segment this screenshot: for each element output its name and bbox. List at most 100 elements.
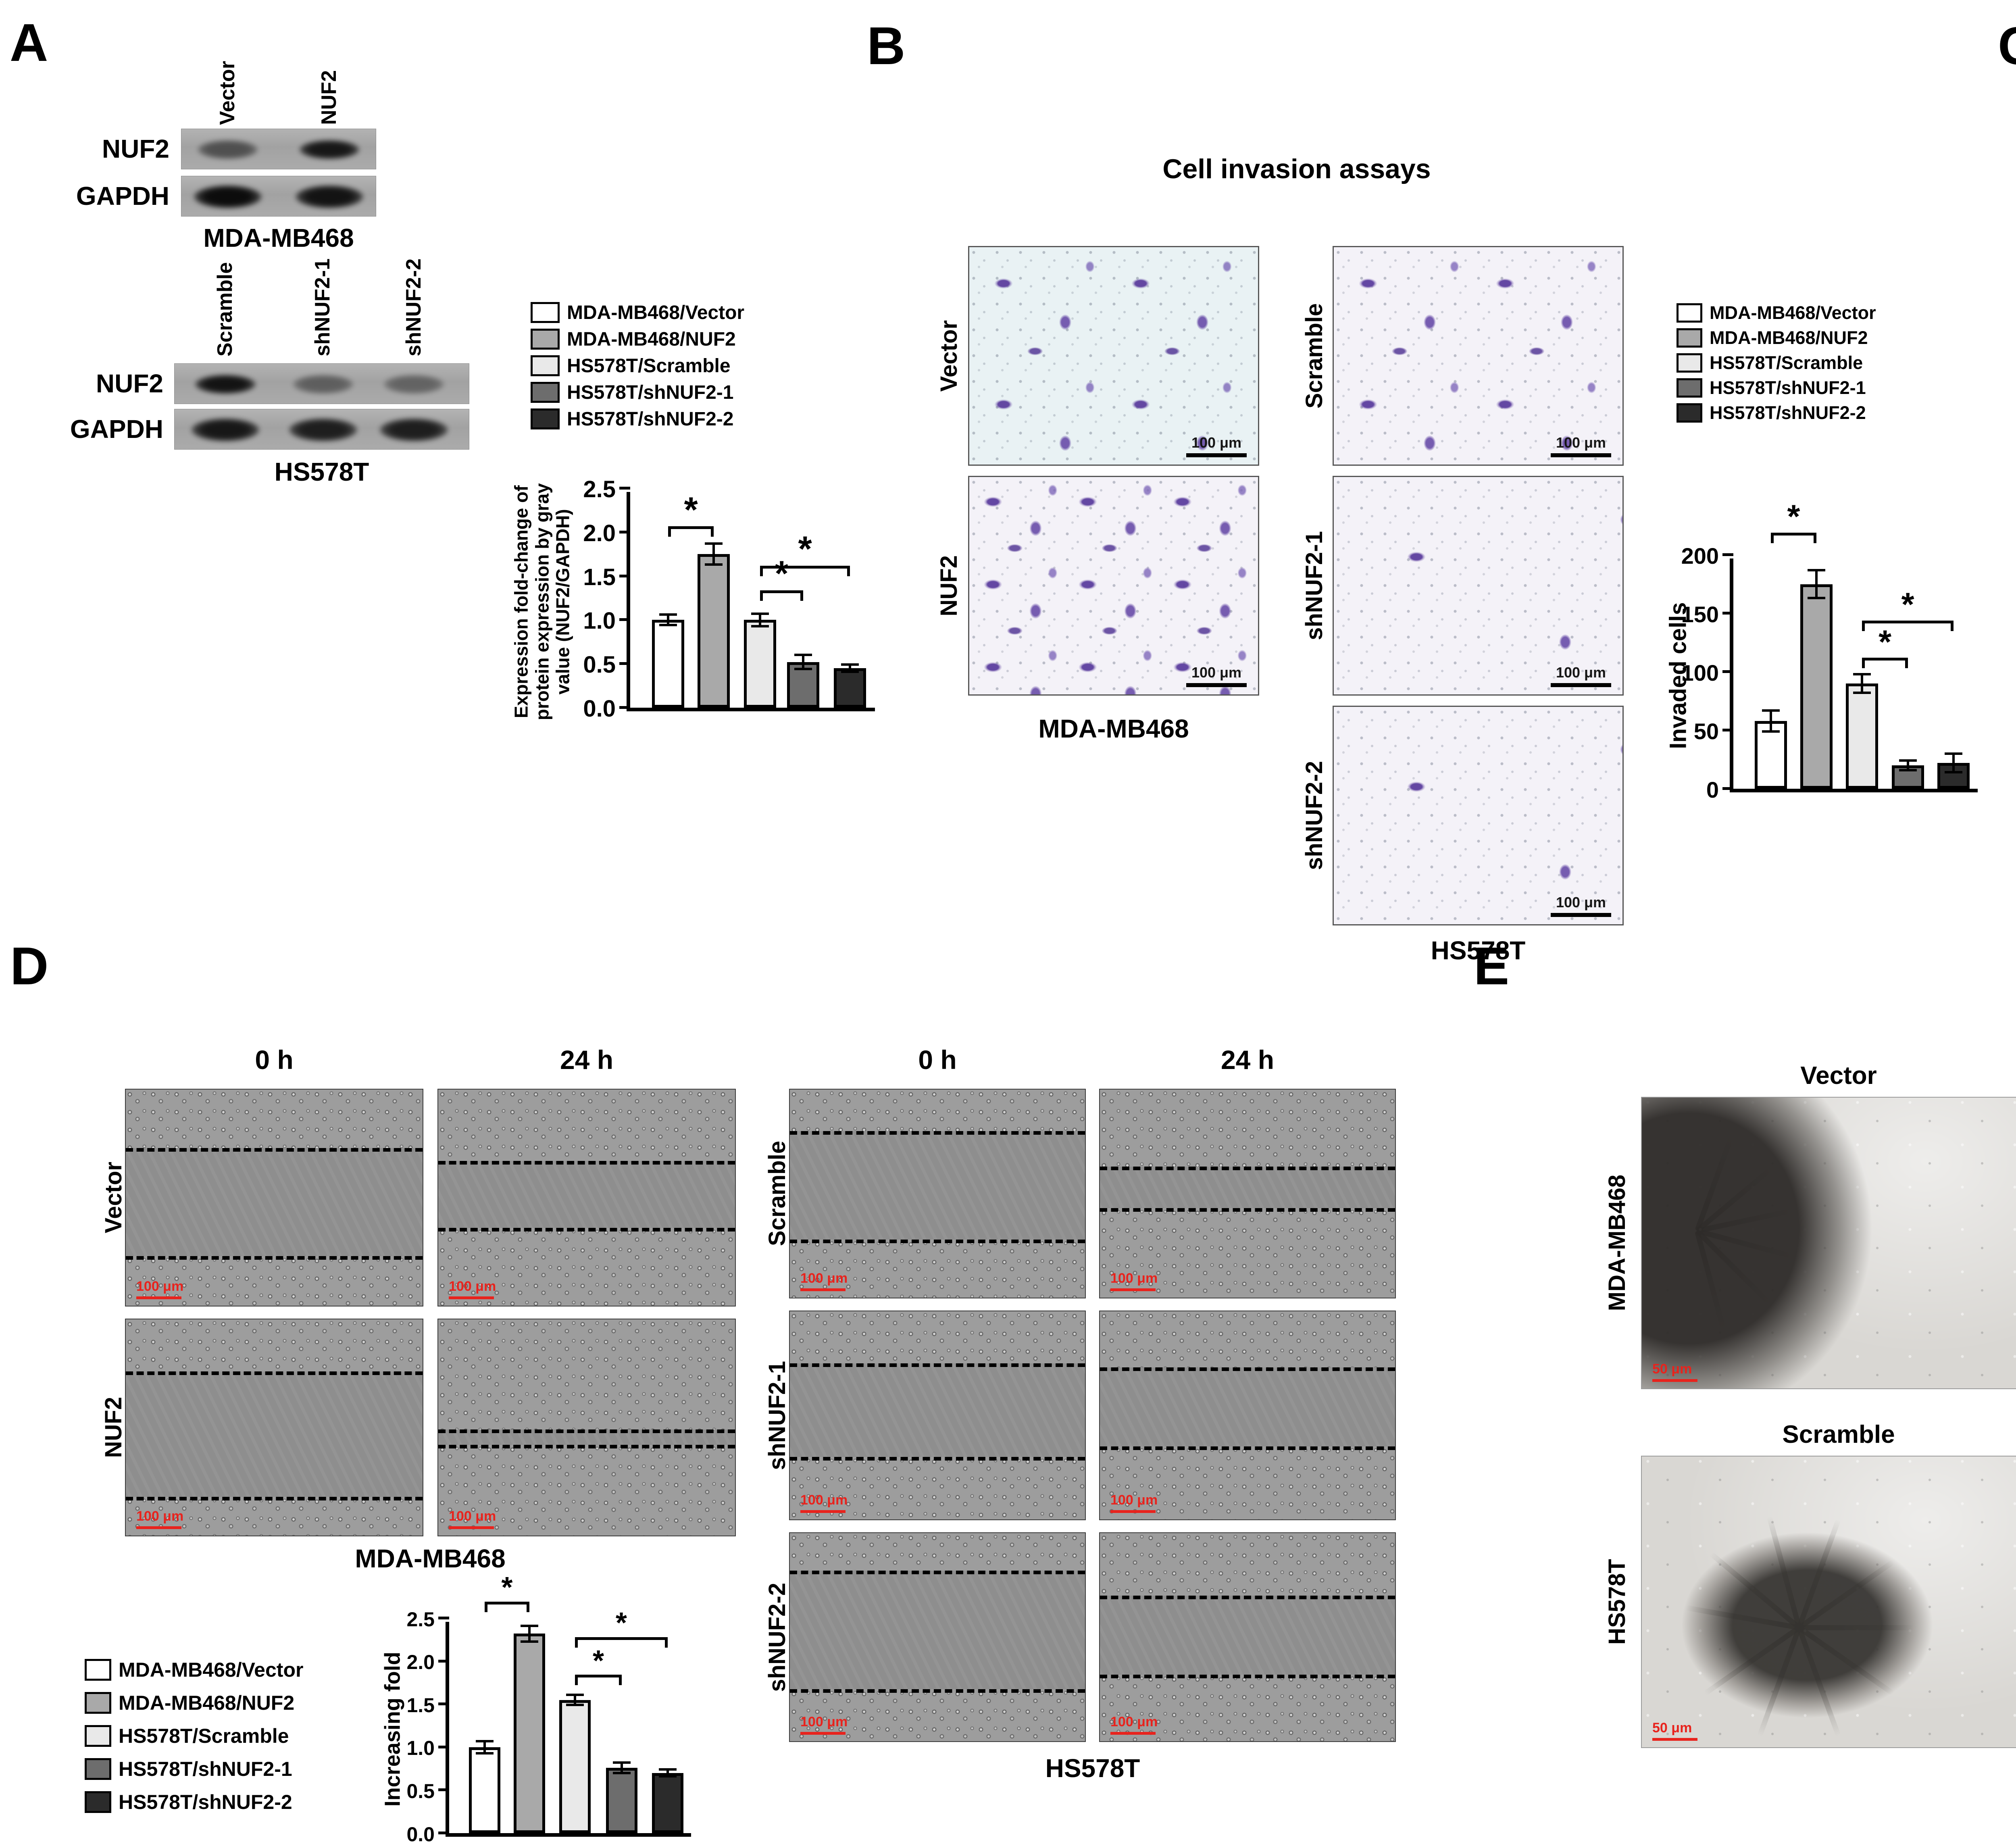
scale-bar-label: 100 μm [1556,894,1606,911]
scale-bar: 100 μm [800,1271,848,1291]
bar-HS578T/Scramble [744,620,777,708]
row-label: Scramble [760,1089,793,1298]
scale-bar-label: 100 μm [136,1279,184,1294]
error-bar-cap [1945,752,1963,755]
legend-item: HS578T/Scramble [85,1719,303,1752]
wound-edge [790,1239,1085,1243]
cell-line-caption: MDA-MB468 [1038,714,1189,743]
legend-label: MDA-MB468/NUF2 [119,1692,295,1714]
axis-tick [619,618,630,621]
lane-label: shNUF2-1 [304,258,341,356]
axis-tick [438,1702,449,1706]
micrograph-wound-shnuf2-1-0h: 100 μm [789,1311,1086,1520]
scale-bar-label: 50 μm [1652,1720,1692,1736]
spheroid-protrusion [1757,1627,1802,1737]
spheroid-protrusion [1799,1625,1914,1631]
blot-membrane [174,363,469,404]
row-label: NUF2 [97,1319,130,1536]
wound-edge [438,1228,735,1232]
micrograph-wound-shnuf2-1-24h: 100 μm [1099,1311,1396,1520]
scale-bar-line [1652,1738,1697,1741]
cell-line-label: MDA-MB468 [1601,1097,1633,1389]
error-bar-cap [1899,769,1917,771]
lane-label: Vector [209,60,246,125]
legend-label: HS578T/Scramble [119,1725,289,1747]
legend-item: HS578T/Scramble [1677,350,1876,375]
protein-label: NUF2 [102,134,169,163]
time-point-header: 0 h [918,1045,957,1075]
cell-line-label-text: HS578T [1604,1559,1630,1645]
protein-band [295,185,364,208]
axis-tick [1722,670,1733,673]
scale-bar: 100 μm [1186,434,1247,457]
legend-item: MDA-MB468/NUF2 [1677,325,1876,350]
legend-label: HS578T/shNUF2-2 [119,1791,292,1813]
scale-bar: 100 μm [1551,664,1611,687]
scale-bar-line [1186,453,1247,457]
scale-bar: 100 μm [449,1279,496,1299]
axis-tick-label: 0.0 [583,695,616,722]
wound-edge [438,1444,735,1448]
spheroid-protrusion [1695,1229,1770,1304]
axis-tick-label: 1.0 [583,608,616,634]
scale-bar-line [800,1288,846,1291]
protein-label: GAPDH [70,414,163,444]
row-label-text: shNUF2-1 [764,1361,790,1470]
legend-swatch [531,408,560,429]
legend-swatch [1677,353,1702,373]
legend-item: HS578T/shNUF2-1 [531,379,744,406]
legend-label: HS578T/Scramble [567,355,731,377]
cell-field [790,1311,1085,1363]
cell-line-caption: MDA-MB468 [355,1544,506,1573]
micrograph-wound-nuf2-24h: 100 μm [437,1319,736,1536]
axis-tick [1722,729,1733,731]
protein-band [198,140,258,159]
error-bar [483,1741,486,1753]
cell-field [790,1457,1085,1519]
condition-label: Vector [1800,1062,1877,1090]
significance-bracket [1862,620,1954,631]
error-bar-cap [521,1625,539,1627]
row-label-text: NUF2 [100,1397,127,1458]
row-label: shNUF2-2 [1297,706,1331,925]
legend-item: HS578T/shNUF2-2 [531,406,744,432]
y-axis-label: Increasing fold [380,1652,404,1807]
scale-bar-label: 100 μm [1191,664,1242,681]
bar-HS578T/shNUF2-1 [606,1767,638,1833]
legend-label: MDA-MB468/Vector [119,1659,304,1681]
cell-field [438,1444,735,1536]
cell-field [1100,1208,1395,1298]
axis-tick [438,1745,449,1748]
lane-label-text: NUF2 [317,70,341,125]
significance-bracket [575,1675,622,1686]
wound-edge [790,1457,1085,1461]
error-bar-cap [1762,709,1780,712]
bar-HS578T/Scramble [1846,683,1879,789]
significance-bracket [575,1637,668,1648]
micrograph-wound-scramble-24h: 100 μm [1099,1089,1396,1298]
micrograph-wound-nuf2-0h: 100 μm [125,1319,423,1536]
micrograph-invasion-vector: 100 μm [968,246,1259,466]
protein-band [383,374,445,394]
legend-swatch [531,329,560,350]
scale-bar: 100 μm [136,1509,183,1529]
legend-swatch [1677,403,1702,423]
row-label: Vector [97,1089,130,1306]
scale-bar-label: 100 μm [1191,434,1242,451]
wound-edge [1100,1166,1395,1170]
error-bar-cap [794,668,812,671]
protein-band [195,374,256,394]
micrograph-wound-shnuf2-2-24h: 100 μm [1099,1532,1396,1742]
significance-star: * [798,529,812,569]
scale-bar-label: 100 μm [1110,1492,1158,1508]
error-bar-cap [566,1693,584,1696]
scale-bar-label: 100 μm [449,1509,496,1524]
axis-tick [438,1788,449,1792]
axis-tick [619,530,630,533]
lane-label-text: shNUF2-1 [311,258,335,356]
error-bar-cap [659,1768,677,1771]
y-axis-label: Invaded cells [1665,602,1691,749]
error-bar-cap [475,1740,494,1742]
error-bar-cap [751,613,769,615]
axis-tick [619,706,630,709]
